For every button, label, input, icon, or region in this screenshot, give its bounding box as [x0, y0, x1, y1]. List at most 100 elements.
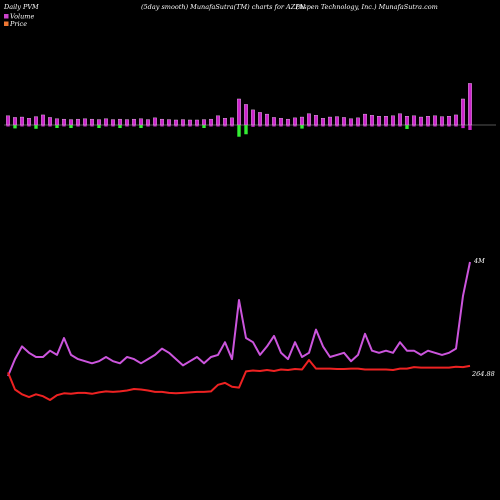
volume-bar	[202, 119, 206, 126]
volume-bar	[419, 116, 423, 126]
volume-bar	[55, 118, 59, 126]
volume-bar	[48, 117, 52, 126]
volume-bar	[195, 119, 199, 126]
volume-bar	[300, 116, 304, 126]
volume-bar	[279, 118, 283, 126]
volume-bar	[412, 115, 416, 126]
volume-bar	[398, 113, 402, 126]
volume-bar	[20, 116, 24, 126]
volume-bar-under	[447, 125, 451, 127]
volume-bar	[41, 114, 45, 126]
volume-bar	[391, 115, 395, 126]
volume-bar-under	[279, 125, 283, 127]
volume-bar	[426, 116, 430, 126]
volume-bar	[216, 115, 220, 126]
volume-bar	[370, 115, 374, 126]
volume-bar-under	[83, 125, 87, 127]
volume-bar-under	[76, 125, 80, 127]
price-last-label: 264.88	[471, 370, 495, 378]
volume-bar	[132, 118, 136, 126]
volume-bar-under	[111, 125, 115, 127]
volume-bar-under	[209, 125, 213, 127]
volume-bar	[447, 116, 451, 126]
volume-bar-down	[34, 125, 38, 129]
volume-bar-under	[328, 125, 332, 127]
volume-bar	[272, 117, 276, 126]
volume-bar-under	[335, 125, 339, 127]
volume-bar-down	[202, 125, 206, 128]
volume-bar	[314, 115, 318, 126]
volume-bar-under	[258, 125, 262, 127]
volume-bar	[76, 118, 80, 126]
volume-bar	[363, 113, 367, 126]
volume-bar	[139, 118, 143, 126]
volume-bar	[384, 116, 388, 126]
price-line	[7, 359, 471, 401]
volume-bar-under	[426, 125, 430, 127]
volume-bar-under	[454, 125, 458, 127]
volume-bar-under	[433, 125, 437, 127]
volume-bar-down	[13, 125, 17, 129]
volume-bar-down	[97, 125, 101, 128]
volume-bar	[468, 83, 472, 126]
volume-bar-under	[27, 125, 31, 127]
volume-bar-down	[405, 125, 409, 129]
volume-bar	[188, 119, 192, 126]
volume-bar	[34, 116, 38, 126]
volume-bar	[328, 116, 332, 126]
volume-bar	[454, 114, 458, 126]
volume-bar-under	[412, 125, 416, 127]
volume-bar-under	[314, 125, 318, 127]
volume-bar	[146, 119, 150, 126]
volume-bar-under	[419, 125, 423, 127]
volume-bar-under	[384, 125, 388, 127]
volume-bar-under	[153, 125, 157, 127]
volume-bar	[433, 115, 437, 126]
volume-bar-under	[342, 125, 346, 127]
volume-bar	[258, 112, 262, 126]
volume-bar-under	[286, 125, 290, 127]
volume-bar	[111, 119, 115, 126]
volume-bar-under	[132, 125, 136, 127]
volume-bar-under	[468, 125, 472, 130]
legend-price-swatch	[4, 21, 9, 26]
volume-bar-under	[461, 125, 465, 129]
volume-bar-under	[251, 125, 255, 127]
volume-bar-under	[41, 125, 45, 127]
volume-bar	[69, 119, 73, 126]
volume-bar	[62, 118, 66, 126]
volume-bar-under	[167, 125, 171, 127]
volume-bar-under	[188, 125, 192, 127]
volume-bar-under	[349, 125, 353, 127]
volume-bar-down	[118, 125, 122, 128]
legend-volume-swatch	[4, 14, 9, 19]
legend-volume-label: Volume	[10, 13, 34, 21]
volume-bar	[335, 116, 339, 126]
header-center: (5day smooth) MunafaSutra(TM) charts for…	[141, 3, 306, 11]
volume-bar	[174, 119, 178, 126]
volume-bar	[83, 118, 87, 126]
volume-bar	[125, 119, 129, 126]
volume-bar-under	[356, 125, 360, 127]
volume-bar-under	[230, 125, 234, 127]
volume-bar	[97, 119, 101, 126]
volume-bar-under	[146, 125, 150, 127]
volume-bar-under	[160, 125, 164, 127]
volume-bars	[6, 83, 472, 137]
volume-bar-under	[62, 125, 66, 127]
volume-bar-under	[377, 125, 381, 127]
volume-bar-under	[223, 125, 227, 127]
legend-price-label: Price	[9, 20, 27, 28]
volume-bar	[209, 118, 213, 126]
volume-bar-under	[370, 125, 374, 127]
volume-bar	[13, 117, 17, 126]
volume-bar-under	[20, 125, 24, 127]
volume-bar	[307, 113, 311, 126]
volume-bar	[440, 116, 444, 126]
volume-bar-under	[216, 125, 220, 127]
volume-bar-down	[139, 125, 143, 128]
volume-bar-under	[174, 125, 178, 127]
volume-bar	[230, 117, 234, 126]
volume-bar-down	[55, 125, 59, 128]
